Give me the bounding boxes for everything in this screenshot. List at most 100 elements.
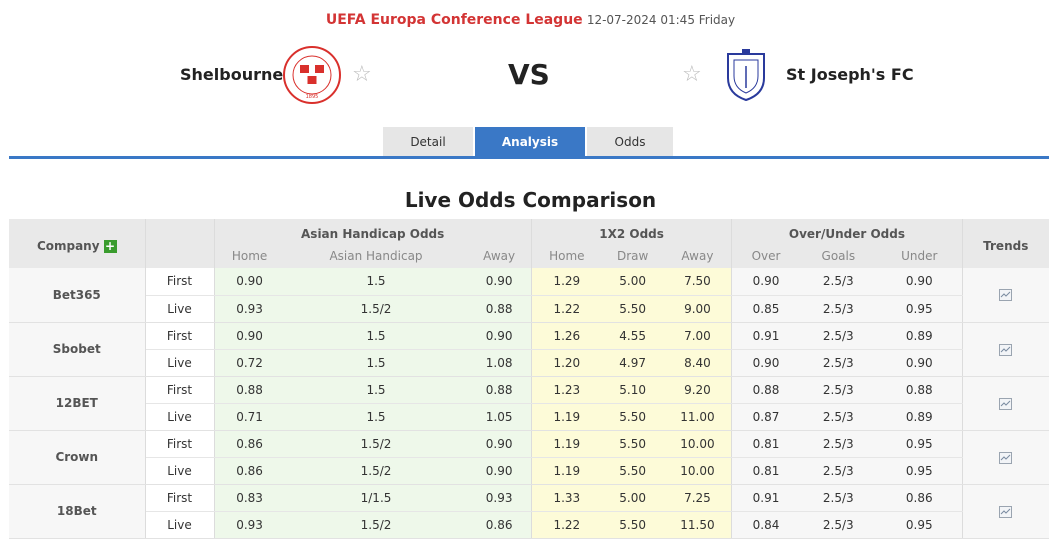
ah-away-odds[interactable]: 1.05 — [467, 403, 532, 431]
company-name[interactable]: 12BET — [9, 376, 146, 431]
x12-home-odds[interactable]: 1.26 — [531, 322, 602, 350]
ou-under-odds[interactable]: 0.90 — [877, 268, 963, 296]
ah-away-odds[interactable]: 0.88 — [467, 295, 532, 323]
ou-under-odds[interactable]: 0.95 — [877, 457, 963, 485]
x12-away-odds[interactable]: 7.25 — [663, 484, 733, 512]
ah-handicap[interactable]: 1/1.5 — [284, 484, 468, 512]
favorite-home-star-icon[interactable]: ☆ — [352, 62, 372, 87]
ah-away-odds[interactable]: 0.90 — [467, 268, 532, 296]
x12-away-odds[interactable]: 10.00 — [663, 430, 733, 458]
x12-away-odds[interactable]: 7.50 — [663, 268, 733, 296]
x12-away-odds[interactable]: 9.00 — [663, 295, 733, 323]
ou-over-odds[interactable]: 0.81 — [731, 457, 800, 485]
x12-home-odds[interactable]: 1.22 — [531, 295, 602, 323]
ou-over-odds[interactable]: 0.90 — [731, 349, 800, 377]
ou-over-odds[interactable]: 0.85 — [731, 295, 800, 323]
x12-home-odds[interactable]: 1.19 — [531, 403, 602, 431]
x12-home-odds[interactable]: 1.29 — [531, 268, 602, 296]
home-team-name[interactable]: Shelbourne — [180, 65, 284, 84]
x12-draw-odds[interactable]: 5.50 — [601, 430, 664, 458]
x12-home-odds[interactable]: 1.20 — [531, 349, 602, 377]
ou-goals[interactable]: 2.5/3 — [799, 376, 878, 404]
x12-home-odds[interactable]: 1.22 — [531, 511, 602, 539]
x12-away-odds[interactable]: 11.50 — [663, 511, 733, 539]
ou-under-odds[interactable]: 0.88 — [877, 376, 963, 404]
add-company-icon[interactable]: + — [103, 238, 117, 253]
ou-goals[interactable]: 2.5/3 — [799, 403, 878, 431]
ah-away-odds[interactable]: 0.93 — [467, 484, 532, 512]
ah-home-odds[interactable]: 0.83 — [214, 484, 285, 512]
ou-over-odds[interactable]: 0.87 — [731, 403, 800, 431]
trend-chart-icon[interactable] — [999, 505, 1013, 518]
ou-over-odds[interactable]: 0.91 — [731, 322, 800, 350]
x12-home-odds[interactable]: 1.33 — [531, 484, 602, 512]
ou-under-odds[interactable]: 0.89 — [877, 322, 963, 350]
ou-goals[interactable]: 2.5/3 — [799, 430, 878, 458]
x12-draw-odds[interactable]: 4.97 — [601, 349, 664, 377]
league-name[interactable]: UEFA Europa Conference League — [325, 12, 583, 28]
ou-goals[interactable]: 2.5/3 — [799, 484, 878, 512]
company-name[interactable]: Bet365 — [9, 268, 146, 323]
ou-under-odds[interactable]: 0.89 — [877, 403, 963, 431]
away-team-name[interactable]: St Joseph's FC — [786, 65, 914, 84]
ou-over-odds[interactable]: 0.91 — [731, 484, 800, 512]
company-name[interactable]: Sbobet — [9, 322, 146, 377]
x12-home-odds[interactable]: 1.23 — [531, 376, 602, 404]
ou-under-odds[interactable]: 0.86 — [877, 484, 963, 512]
ah-home-odds[interactable]: 0.71 — [214, 403, 285, 431]
x12-draw-odds[interactable]: 5.50 — [601, 511, 664, 539]
x12-away-odds[interactable]: 8.40 — [663, 349, 733, 377]
ah-home-odds[interactable]: 0.88 — [214, 376, 285, 404]
ou-over-odds[interactable]: 0.81 — [731, 430, 800, 458]
ou-over-odds[interactable]: 0.84 — [731, 511, 800, 539]
ah-handicap[interactable]: 1.5/2 — [284, 295, 468, 323]
company-name[interactable]: 18Bet — [9, 484, 146, 539]
x12-draw-odds[interactable]: 5.50 — [601, 457, 664, 485]
trend-chart-icon[interactable] — [999, 451, 1013, 464]
ou-under-odds[interactable]: 0.95 — [877, 511, 963, 539]
ah-away-odds[interactable]: 0.90 — [467, 430, 532, 458]
ou-under-odds[interactable]: 0.90 — [877, 349, 963, 377]
x12-draw-odds[interactable]: 5.00 — [601, 484, 664, 512]
ah-home-odds[interactable]: 0.72 — [214, 349, 285, 377]
ah-handicap[interactable]: 1.5 — [284, 322, 468, 350]
ou-goals[interactable]: 2.5/3 — [799, 511, 878, 539]
ah-home-odds[interactable]: 0.93 — [214, 511, 285, 539]
ou-over-odds[interactable]: 0.88 — [731, 376, 800, 404]
ah-handicap[interactable]: 1.5/2 — [284, 457, 468, 485]
ou-goals[interactable]: 2.5/3 — [799, 295, 878, 323]
x12-draw-odds[interactable]: 5.10 — [601, 376, 664, 404]
tab-odds[interactable]: Odds — [587, 127, 673, 157]
ah-handicap[interactable]: 1.5 — [284, 349, 468, 377]
ah-handicap[interactable]: 1.5/2 — [284, 430, 468, 458]
ou-over-odds[interactable]: 0.90 — [731, 268, 800, 296]
tab-detail[interactable]: Detail — [383, 127, 473, 157]
ah-away-odds[interactable]: 0.90 — [467, 322, 532, 350]
ah-home-odds[interactable]: 0.90 — [214, 268, 285, 296]
ah-home-odds[interactable]: 0.90 — [214, 322, 285, 350]
ah-handicap[interactable]: 1.5 — [284, 268, 468, 296]
company-name[interactable]: Crown — [9, 430, 146, 485]
ah-away-odds[interactable]: 1.08 — [467, 349, 532, 377]
ah-handicap[interactable]: 1.5 — [284, 403, 468, 431]
ah-home-odds[interactable]: 0.86 — [214, 457, 285, 485]
ah-handicap[interactable]: 1.5 — [284, 376, 468, 404]
x12-away-odds[interactable]: 9.20 — [663, 376, 733, 404]
x12-draw-odds[interactable]: 5.50 — [601, 403, 664, 431]
ou-under-odds[interactable]: 0.95 — [877, 295, 963, 323]
ah-handicap[interactable]: 1.5/2 — [284, 511, 468, 539]
x12-draw-odds[interactable]: 5.50 — [601, 295, 664, 323]
ah-away-odds[interactable]: 0.90 — [467, 457, 532, 485]
trend-chart-icon[interactable] — [999, 343, 1013, 356]
x12-home-odds[interactable]: 1.19 — [531, 457, 602, 485]
x12-away-odds[interactable]: 7.00 — [663, 322, 733, 350]
trend-chart-icon[interactable] — [999, 397, 1013, 410]
ah-home-odds[interactable]: 0.86 — [214, 430, 285, 458]
ou-under-odds[interactable]: 0.95 — [877, 430, 963, 458]
x12-home-odds[interactable]: 1.19 — [531, 430, 602, 458]
ou-goals[interactable]: 2.5/3 — [799, 268, 878, 296]
ou-goals[interactable]: 2.5/3 — [799, 322, 878, 350]
trend-chart-icon[interactable] — [999, 289, 1013, 302]
ah-away-odds[interactable]: 0.86 — [467, 511, 532, 539]
x12-draw-odds[interactable]: 5.00 — [601, 268, 664, 296]
